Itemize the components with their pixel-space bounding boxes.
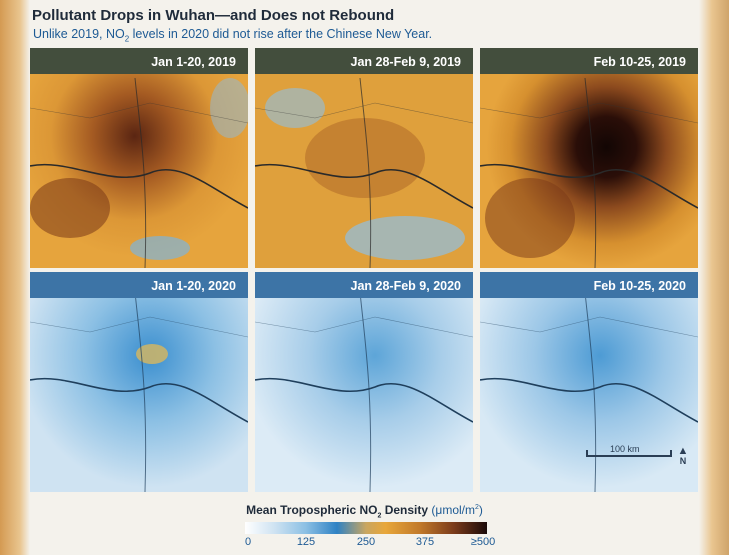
legend-tick: 125 bbox=[296, 536, 316, 548]
no2-map-late-jan-2019 bbox=[255, 48, 473, 268]
north-arrow-icon: ▲ N bbox=[677, 445, 689, 466]
map-panel-jan-2019: Jan 1-20, 2019 bbox=[30, 48, 248, 268]
legend-tick: 375 bbox=[415, 536, 435, 548]
panel-date-label: Jan 28-Feb 9, 2020 bbox=[255, 272, 473, 298]
color-scale-bar bbox=[245, 522, 487, 534]
scale-bar: 100 km bbox=[586, 444, 676, 462]
map-panel-jan-2020: Jan 1-20, 2020 bbox=[30, 272, 248, 492]
legend-tick: ≥500 bbox=[470, 536, 496, 548]
panel-date-label: Jan 1-20, 2019 bbox=[30, 48, 248, 74]
figure-subtitle: Unlike 2019, NO2 levels in 2020 did not … bbox=[33, 27, 433, 44]
no2-map-jan-2019 bbox=[30, 48, 248, 268]
map-panel-late-jan-2019: Jan 28-Feb 9, 2019 bbox=[255, 48, 473, 268]
scale-bar-label: 100 km bbox=[610, 444, 640, 454]
map-panel-feb-2019: Feb 10-25, 2019 bbox=[480, 48, 698, 268]
figure-title: Pollutant Drops in Wuhan—and Does not Re… bbox=[32, 7, 395, 24]
panel-date-label: Jan 1-20, 2020 bbox=[30, 272, 248, 298]
no2-map-feb-2019 bbox=[480, 48, 698, 268]
map-panel-feb-2020: Feb 10-25, 2020 100 km ▲ N bbox=[480, 272, 698, 492]
panel-date-label: Feb 10-25, 2019 bbox=[480, 48, 698, 74]
legend-tick: 0 bbox=[244, 536, 252, 548]
legend-tick: 250 bbox=[356, 536, 376, 548]
panel-date-label: Feb 10-25, 2020 bbox=[480, 272, 698, 298]
no2-map-late-jan-2020 bbox=[255, 272, 473, 492]
panel-date-label: Jan 28-Feb 9, 2019 bbox=[255, 48, 473, 74]
legend-title: Mean Tropospheric NO2 Density (μmol/m2) bbox=[246, 503, 483, 520]
no2-map-jan-2020 bbox=[30, 272, 248, 492]
map-panel-late-jan-2020: Jan 28-Feb 9, 2020 bbox=[255, 272, 473, 492]
